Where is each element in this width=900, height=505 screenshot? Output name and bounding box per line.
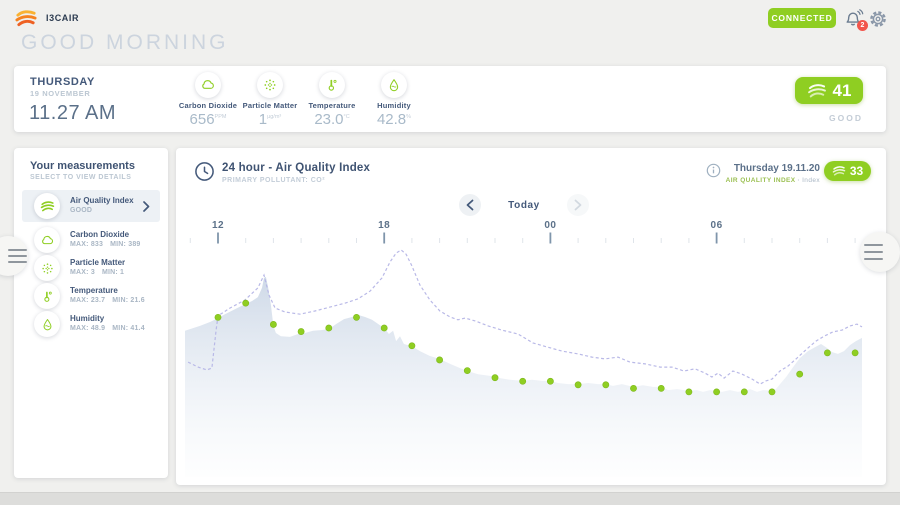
thermometer-icon (43, 291, 52, 302)
summary-time: 11.27 AM (29, 102, 117, 124)
page-bottom-edge (0, 492, 900, 505)
aqi-summary-value: 41 (832, 80, 852, 100)
next-day-button[interactable] (567, 194, 589, 216)
sensor-temperature[interactable]: Temperature 23.0°C (300, 72, 364, 128)
sidebar-item-particle-matter[interactable]: Particle Matter MAX: 3 MIN: 1 (22, 252, 160, 284)
svg-text:06: 06 (711, 220, 723, 231)
chevron-right-icon (143, 201, 150, 212)
info-icon[interactable] (706, 163, 721, 178)
panel-title: Your measurements (30, 160, 135, 172)
notifications-button[interactable]: 2 (843, 7, 868, 31)
chevron-right-icon (574, 199, 582, 211)
clock-icon (195, 162, 214, 181)
chart-title: 24 hour - Air Quality Index (222, 162, 371, 174)
chart-subtitle: PRIMARY POLLUTANT: CO² (222, 177, 326, 184)
aqi-chart-value: 33 (849, 164, 864, 178)
sidebar-item-carbon-dioxide[interactable]: Carbon Dioxide MAX: 833 MIN: 389 (22, 224, 160, 256)
sensor-humidity[interactable]: Humidity 42.8% (362, 72, 426, 128)
cloud-icon (41, 235, 53, 244)
particles-icon (264, 79, 276, 91)
page-title: GOOD MORNING (21, 31, 229, 54)
chart-legend: AIR QUALITY INDEX · Index (725, 177, 820, 184)
aqi-chart-badge: 33 (824, 161, 871, 181)
previous-day-button[interactable] (459, 194, 481, 216)
gear-icon (870, 11, 886, 27)
air-waves-icon (807, 83, 826, 97)
notification-count-badge: 2 (857, 20, 868, 31)
svg-text:12: 12 (212, 220, 224, 231)
connection-status-button[interactable]: CONNECTED (768, 8, 836, 28)
summary-day: THURSDAY (30, 76, 95, 88)
sidebar-item-temperature[interactable]: Temperature MAX: 23.7 MIN: 21.6 (22, 280, 160, 312)
chart-date: Thursday 19.11.20 (733, 163, 820, 174)
aqi-summary-badge: 41 (795, 77, 863, 104)
chevron-left-icon (466, 199, 474, 211)
brand-name: I3CAIR (46, 13, 80, 23)
sidebar-item-air-quality-index[interactable]: Air Quality Index GOOD (22, 190, 160, 222)
chart-card: 24 hour - Air Quality Index PRIMARY POLL… (176, 148, 886, 485)
summary-bar: THURSDAY 19 NOVEMBER 11.27 AM Carbon Dio… (14, 66, 886, 132)
panel-subtitle: SELECT TO VIEW DETAILS (30, 174, 132, 181)
particles-icon (41, 262, 53, 274)
sidebar-item-humidity[interactable]: Humidity MAX: 48.9 MIN: 41.4 (22, 308, 160, 340)
aqi-summary-status: GOOD (829, 113, 863, 123)
sensor-particle-matter[interactable]: Particle Matter 1µg/m³ (238, 72, 302, 128)
air-waves-icon (40, 200, 54, 211)
brand-logo-icon (15, 10, 37, 27)
sensor-carbon-dioxide[interactable]: Carbon Dioxide 656PPM (176, 72, 240, 128)
droplet-icon (389, 79, 399, 92)
air-waves-icon (832, 166, 846, 176)
svg-text:18: 18 (378, 220, 390, 231)
settings-button[interactable] (868, 9, 888, 29)
date-range-label: Today (508, 200, 540, 211)
measurements-panel: Your measurements SELECT TO VIEW DETAILS… (14, 148, 168, 478)
aqi-area-chart[interactable]: 12 18 00 06 (185, 215, 875, 483)
bell-icon (846, 9, 864, 26)
droplet-icon (43, 318, 51, 330)
right-drawer-handle[interactable] (860, 232, 900, 272)
thermometer-icon (328, 79, 337, 91)
cloud-icon (202, 80, 214, 89)
summary-date: 19 NOVEMBER (30, 89, 91, 98)
svg-text:00: 00 (544, 220, 556, 231)
